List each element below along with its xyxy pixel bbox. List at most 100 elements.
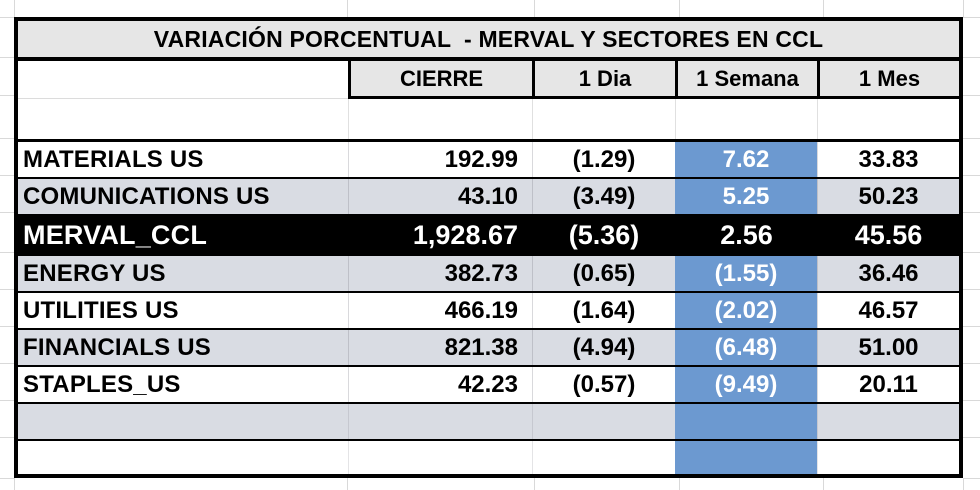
row-label-cell: UTILITIES US [23,296,179,324]
empty-cell [532,441,675,474]
row-financials-us: FINANCIALS US 821.38 (4.94) (6.48) 51.00 [18,330,959,367]
gridline-stub [963,95,980,96]
semana-cell: 7.62 [675,142,817,177]
gridline-stub [963,478,980,479]
gridline-stub [963,326,980,327]
semana-cell: 5.25 [675,179,817,214]
dia-cell: (0.65) [532,256,675,291]
dia-cell: (4.94) [532,330,675,365]
gridline-stub [963,400,980,401]
row-label-cell: COMUNICATIONS US [23,182,270,210]
gridline-stub [823,0,824,17]
cierre-cell: 192.99 [348,142,532,177]
cierre-cell: 821.38 [348,330,532,365]
empty-row-white [18,441,959,474]
gridline-stub [0,17,14,18]
mes-cell: 33.83 [817,142,959,177]
gridline-stub [963,57,980,58]
row-label-cell: FINANCIALS US [23,333,211,361]
empty-cell [348,441,532,474]
cierre-cell: 382.73 [348,256,532,291]
empty-cell [817,404,959,439]
mes-cell: 45.56 [854,219,923,250]
spacer-cell [675,99,817,139]
gridline-stub [963,212,980,213]
empty-cell [817,441,959,474]
gridline-stub [679,478,680,490]
gridline-stub [963,289,980,290]
gridline-stub [963,478,964,490]
gridline-stub [823,478,824,490]
semana-highlight-cell [675,441,817,474]
row-energy-us: ENERGY US 382.73 (0.65) (1.55) 36.46 [18,256,959,293]
empty-cell [532,404,675,439]
dia-cell: (5.36) [568,219,640,250]
semana-cell: (9.49) [675,367,817,402]
header-1mes: 1 Mes [817,61,959,99]
row-comunications-us: COMUNICATIONS US 43.10 (3.49) 5.25 50.23 [18,179,959,216]
mes-cell: 20.11 [817,367,959,402]
header-row: CIERRE 1 Dia 1 Semana 1 Mes [18,61,959,99]
spacer-cell [348,99,532,139]
header-empty-cell [18,61,348,99]
row-label-cell: STAPLES_US [23,370,181,398]
merval-variation-table: VARIACIÓN PORCENTUAL - MERVAL Y SECTORES… [14,17,963,478]
mes-cell: 46.57 [817,293,959,328]
row-materials-us: MATERIALS US 192.99 (1.29) 7.62 33.83 [18,142,959,179]
gridline-stub [534,0,535,17]
header-1dia: 1 Dia [532,61,675,99]
row-label-cell: MATERIALS US [23,145,204,173]
spacer-cell [18,99,348,139]
gridline-stub [347,0,348,17]
spacer-cell [532,99,675,139]
gridline-stub [0,95,14,96]
gridline-stub [963,363,980,364]
row-label-cell: ENERGY US [23,259,166,287]
gridline-stub [0,400,14,401]
header-1semana: 1 Semana [675,61,817,99]
row-utilities-us: UTILITIES US 466.19 (1.64) (2.02) 46.57 [18,293,959,330]
gridline-stub [963,437,980,438]
gridline-stub [0,252,14,253]
gridline-stub [0,175,14,176]
gridline-stub [963,138,980,139]
gridline-stub [0,57,14,58]
semana-cell: (2.02) [675,293,817,328]
semana-cell: (1.55) [675,256,817,291]
dia-cell: (1.29) [532,142,675,177]
empty-cell [18,404,348,439]
empty-row-gray [18,404,959,441]
dia-cell: (1.64) [532,293,675,328]
gridline-stub [963,0,964,17]
mes-cell: 51.00 [817,330,959,365]
semana-cell: (6.48) [675,330,817,365]
gridline-stub [0,363,14,364]
gridline-stub [0,138,14,139]
gridline-stub [14,0,15,17]
gridline-stub [347,478,348,490]
gridline-stub [534,478,535,490]
gridline-stub [0,437,14,438]
gridline-stub [963,252,980,253]
cierre-cell: 43.10 [348,179,532,214]
title-row: VARIACIÓN PORCENTUAL - MERVAL Y SECTORES… [18,21,959,61]
gridline-stub [0,478,14,479]
gridline-stub [0,212,14,213]
dia-cell: (0.57) [532,367,675,402]
semana-highlight-cell [675,404,817,439]
dia-cell: (3.49) [532,179,675,214]
header-cierre: CIERRE [348,61,532,99]
mes-cell: 50.23 [817,179,959,214]
empty-cell [348,404,532,439]
gridline-stub [0,289,14,290]
row-staples-us: STAPLES_US 42.23 (0.57) (9.49) 20.11 [18,367,959,404]
cierre-cell: 1,928.67 [412,219,518,250]
row-label-cell: MERVAL_CCL [23,219,208,250]
empty-cell [18,441,348,474]
row-merval-ccl: MERVAL_CCL 1,928.67 (5.36) 2.56 45.56 [18,216,959,256]
gridline-stub [0,326,14,327]
table-title: VARIACIÓN PORCENTUAL - MERVAL Y SECTORES… [18,21,959,57]
gridline-stub [963,17,980,18]
cierre-cell: 42.23 [348,367,532,402]
